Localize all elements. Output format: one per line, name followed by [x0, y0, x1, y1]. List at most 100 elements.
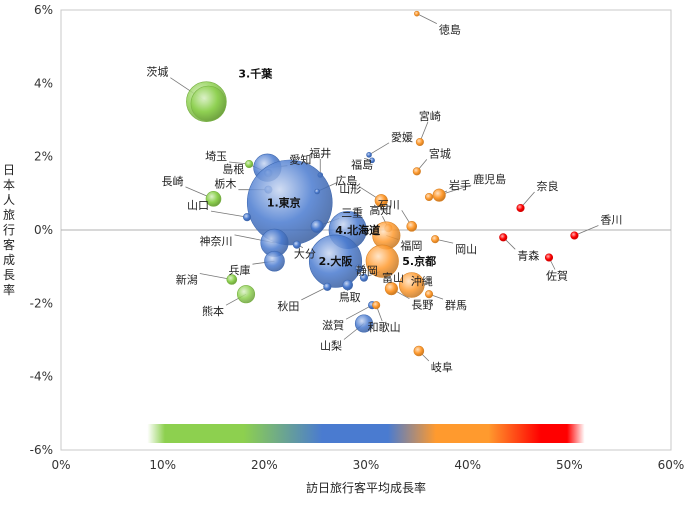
point-label: 熊本 [202, 304, 224, 318]
color-scale-bar [147, 424, 585, 443]
bubble-point[interactable] [314, 188, 321, 195]
x-tick-label: 20% [251, 458, 278, 472]
bubble-point[interactable] [342, 279, 354, 291]
point-label: 広島 [335, 174, 357, 188]
bubble-point[interactable] [415, 137, 424, 147]
bubble-point[interactable] [374, 194, 388, 208]
bubble-point[interactable] [190, 85, 227, 122]
point-label: 山口 [187, 199, 209, 212]
bubble-point[interactable] [323, 282, 332, 291]
bubble-point[interactable] [570, 231, 579, 240]
bubble-point[interactable] [432, 188, 446, 202]
bubble-point[interactable] [398, 272, 425, 298]
point-label: 和歌山 [368, 320, 401, 334]
bubble-point[interactable] [308, 234, 363, 288]
point-label: 茨城 [146, 65, 168, 79]
point-label: 愛知 [289, 153, 311, 167]
point-label: 沖縄 [411, 274, 433, 288]
point-label: 高知 [369, 203, 391, 217]
point-label: 滋賀 [322, 319, 344, 332]
x-axis-title: 訪日旅行客平均成長率 [306, 480, 426, 495]
leader-line [301, 286, 328, 301]
y-tick-label: 6% [34, 3, 53, 17]
y-tick-label: 4% [34, 76, 53, 90]
point-label: 岡山 [455, 243, 477, 256]
point-label: 大分 [294, 247, 316, 261]
leader-line [574, 225, 599, 236]
y-tick-label: -2% [30, 296, 53, 310]
point-label: 4.北海道 [335, 223, 380, 237]
point-label: 鳥取 [339, 290, 361, 304]
point-label: 鹿児島 [473, 172, 506, 186]
bubble-point[interactable] [236, 285, 256, 304]
leader-line [210, 210, 248, 218]
point-label: 徳島 [439, 23, 461, 37]
bubble-point[interactable] [413, 345, 425, 357]
point-label: 山梨 [320, 339, 342, 353]
bubble-point[interactable] [264, 250, 285, 272]
point-label: 福岡 [400, 239, 422, 253]
point-label: 5.京都 [402, 254, 436, 268]
bubble-point[interactable] [246, 159, 333, 246]
point-label: 静岡 [356, 264, 378, 278]
point-label: 香川 [600, 214, 622, 227]
bubble-point[interactable] [516, 203, 525, 213]
leader-line [368, 142, 390, 156]
bubble-point[interactable] [369, 157, 375, 164]
y-tick-label: 0% [34, 223, 53, 237]
bubble-point[interactable] [366, 152, 372, 158]
bubble-point[interactable] [310, 219, 324, 233]
bubble-point[interactable] [424, 192, 434, 202]
point-label: 長崎 [162, 174, 184, 188]
x-tick-label: 60% [658, 458, 685, 472]
point-label: 石川 [378, 198, 400, 211]
point-label: 2.大阪 [319, 254, 354, 268]
bubble-point[interactable] [414, 10, 420, 17]
point-label: 3.千葉 [238, 67, 273, 81]
point-label: 宮城 [429, 146, 451, 160]
bubble-point[interactable] [406, 221, 418, 232]
bubble-point[interactable] [365, 244, 399, 278]
point-label: 島根 [222, 162, 244, 176]
y-tick-label: -4% [30, 370, 53, 384]
bubble-point[interactable] [412, 167, 421, 176]
bubble-point[interactable] [354, 264, 363, 273]
leader-line [199, 273, 232, 280]
point-label: 宮崎 [419, 109, 441, 123]
y-axis-title: 日本人旅行客成長率 [3, 163, 15, 297]
y-tick-label: 2% [34, 150, 53, 164]
bubble-point[interactable] [384, 282, 398, 296]
bubble-point[interactable] [226, 274, 238, 285]
bubble-point[interactable] [292, 240, 301, 249]
point-label: 福井 [309, 146, 331, 160]
point-label: 青森 [517, 248, 539, 262]
point-label: 埼玉 [205, 149, 227, 163]
point-label: 1.東京 [267, 196, 301, 210]
bubble-point[interactable] [359, 273, 369, 282]
bubble-point[interactable] [424, 290, 434, 299]
point-label: 神奈川 [200, 234, 233, 248]
x-tick-label: 50% [556, 458, 583, 472]
bubble-point[interactable] [243, 213, 252, 222]
x-tick-label: 10% [149, 458, 176, 472]
point-label: 兵庫 [229, 263, 251, 277]
leader-line [416, 13, 438, 25]
bubble-point[interactable] [372, 301, 381, 310]
bubble-point[interactable] [205, 191, 222, 207]
y-tick-label: -6% [30, 443, 53, 457]
bubble-point[interactable] [544, 253, 554, 262]
x-tick-label: 0% [51, 458, 70, 472]
point-label: 岩手 [449, 178, 471, 192]
point-label: 長野 [411, 299, 433, 312]
bubble-point[interactable] [245, 159, 254, 169]
point-label: 新潟 [176, 273, 198, 287]
x-tick-label: 40% [454, 458, 481, 472]
point-label: 三重 [341, 205, 363, 219]
point-label: 福島 [351, 157, 373, 171]
x-tick-label: 30% [353, 458, 380, 472]
point-label: 群馬 [445, 298, 467, 312]
bubble-point[interactable] [499, 233, 508, 242]
bubble-point[interactable] [431, 235, 440, 244]
bubble-point[interactable] [354, 314, 374, 333]
